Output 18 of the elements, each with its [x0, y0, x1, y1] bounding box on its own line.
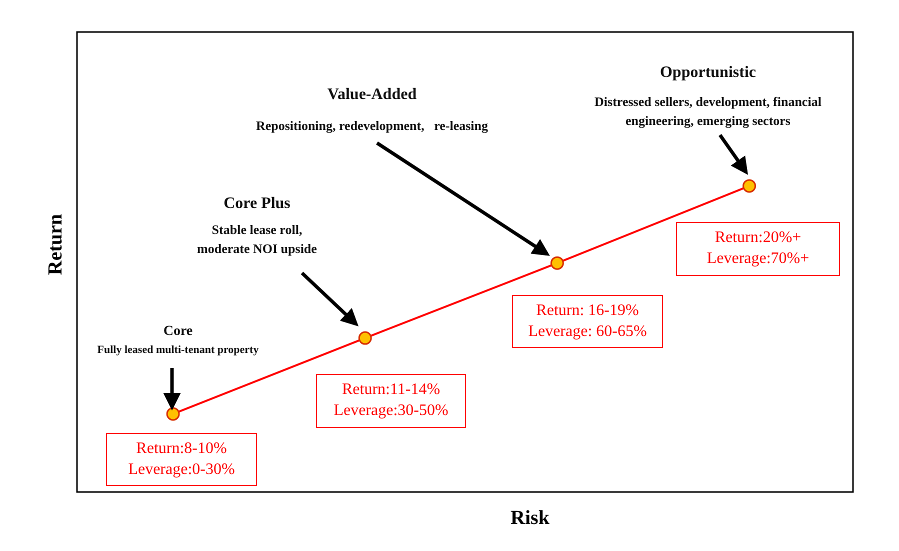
point: [358, 331, 372, 345]
point: [166, 407, 180, 421]
text: Opportunistic: [658, 63, 757, 83]
y-axis-title: Return: [44, 212, 68, 278]
text: Value-Added: [327, 86, 417, 103]
x-axis-title: Risk: [510, 507, 550, 530]
annotation: Return: 16-19% Leverage: 60-65%: [512, 295, 663, 348]
point: [550, 256, 564, 270]
annotation: Core Plus: [222, 194, 292, 214]
annotation: Return:20%+ Leverage:70%+: [676, 222, 840, 276]
annotation: Return:8-10% Leverage:0-30%: [106, 433, 257, 486]
text: Repositioning, redevelopment, re-leasing: [254, 117, 490, 135]
point: [742, 179, 756, 193]
annotation: Core: [162, 323, 194, 341]
annotation: Return:11-14% Leverage:30-50%: [316, 374, 466, 428]
text: Distressed sellers, development, financial engineering, emerging sectors: [594, 94, 822, 128]
annotation: Fully leased multi-tenant property: [96, 343, 260, 358]
annotation: Stable lease roll, moderate NOI upside: [197, 222, 317, 256]
